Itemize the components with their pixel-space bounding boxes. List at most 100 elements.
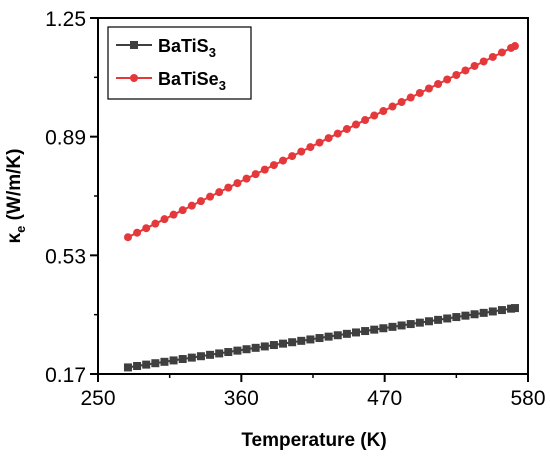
data-point <box>488 52 497 61</box>
data-point <box>461 311 470 320</box>
data-point <box>434 79 443 88</box>
data-point <box>224 183 233 192</box>
data-point <box>142 224 151 233</box>
data-point <box>333 331 342 340</box>
data-point <box>178 355 187 364</box>
data-point <box>178 206 187 215</box>
data-point <box>206 350 215 359</box>
data-point <box>424 84 433 93</box>
data-point <box>397 321 406 330</box>
data-point <box>242 345 251 354</box>
series-layer <box>123 42 519 372</box>
data-point <box>187 353 196 362</box>
data-point <box>251 343 260 352</box>
legend-label: BaTiS3 <box>158 36 216 60</box>
data-point <box>279 339 288 348</box>
data-point <box>315 334 324 343</box>
data-point <box>233 346 242 355</box>
data-point <box>196 352 205 361</box>
data-point <box>288 152 297 161</box>
data-point <box>461 66 470 75</box>
legend-marker <box>130 41 138 49</box>
data-point <box>324 332 333 341</box>
data-point <box>169 356 178 365</box>
y-axis-title: κe (W/m/K) <box>4 149 28 244</box>
axes: 250 360 470 580 0.17 0.53 0.89 1.25 <box>45 8 545 410</box>
x-tick-label: 470 <box>367 387 402 410</box>
legend-label-sub: 3 <box>209 45 216 60</box>
data-point <box>123 233 132 242</box>
data-point <box>169 210 178 219</box>
data-point <box>123 363 132 372</box>
data-point <box>352 328 360 337</box>
legend-item-1: BaTiS3 <box>116 36 216 60</box>
data-point <box>406 93 415 102</box>
data-point <box>361 116 370 125</box>
data-point <box>488 307 497 316</box>
legend-box <box>107 26 252 100</box>
data-point <box>288 338 297 347</box>
data-point <box>352 120 360 129</box>
legend-label: BaTiSe3 <box>158 69 226 93</box>
legend-label-main: BaTiS <box>158 36 209 56</box>
data-point <box>133 228 142 237</box>
data-point <box>151 219 160 228</box>
data-point <box>342 329 351 338</box>
data-point <box>443 314 452 323</box>
y-tick-label: 1.25 <box>45 8 86 31</box>
data-point <box>424 317 433 326</box>
data-point <box>342 125 351 134</box>
data-point <box>397 98 406 107</box>
data-point <box>215 188 224 197</box>
legend-label-main: BaTiSe <box>158 69 219 89</box>
data-point <box>215 349 224 358</box>
data-point <box>470 310 479 319</box>
data-point <box>306 143 315 152</box>
y-axis-title-sub: e <box>13 226 28 233</box>
data-point <box>388 102 397 111</box>
x-tick-label: 250 <box>80 387 115 410</box>
data-point <box>133 362 142 371</box>
data-point <box>269 341 278 350</box>
data-point <box>251 170 260 179</box>
data-point <box>479 308 488 317</box>
data-point <box>361 327 370 336</box>
data-point <box>497 306 506 315</box>
data-point <box>260 342 269 351</box>
series-2 <box>123 42 519 242</box>
data-point <box>406 320 415 329</box>
data-point <box>279 156 288 165</box>
data-point <box>151 359 160 368</box>
data-point <box>260 165 269 174</box>
data-point <box>379 324 388 333</box>
data-point <box>379 107 388 116</box>
series-1 <box>123 304 519 372</box>
data-point <box>415 318 424 327</box>
data-point <box>479 57 488 66</box>
data-point <box>452 70 461 79</box>
data-point <box>233 179 242 188</box>
data-point <box>160 357 169 366</box>
legend-label-sub: 3 <box>219 78 226 93</box>
data-point <box>324 134 333 143</box>
data-point <box>370 111 379 120</box>
data-point <box>415 89 424 98</box>
data-point <box>370 325 379 334</box>
data-point <box>315 138 324 147</box>
data-point <box>224 348 233 357</box>
legend-item-2: BaTiSe3 <box>116 69 226 93</box>
data-point <box>333 129 342 138</box>
data-point <box>187 201 196 210</box>
data-point <box>510 42 519 51</box>
data-point <box>306 335 315 344</box>
y-axis-title-main: κ <box>4 232 25 243</box>
data-point <box>242 174 251 183</box>
y-axis-title-rest: (W/m/K) <box>4 149 25 226</box>
data-point <box>196 197 205 206</box>
data-point <box>297 147 306 156</box>
data-point <box>269 161 278 170</box>
x-tick-label: 580 <box>510 387 545 410</box>
data-point <box>388 322 397 331</box>
